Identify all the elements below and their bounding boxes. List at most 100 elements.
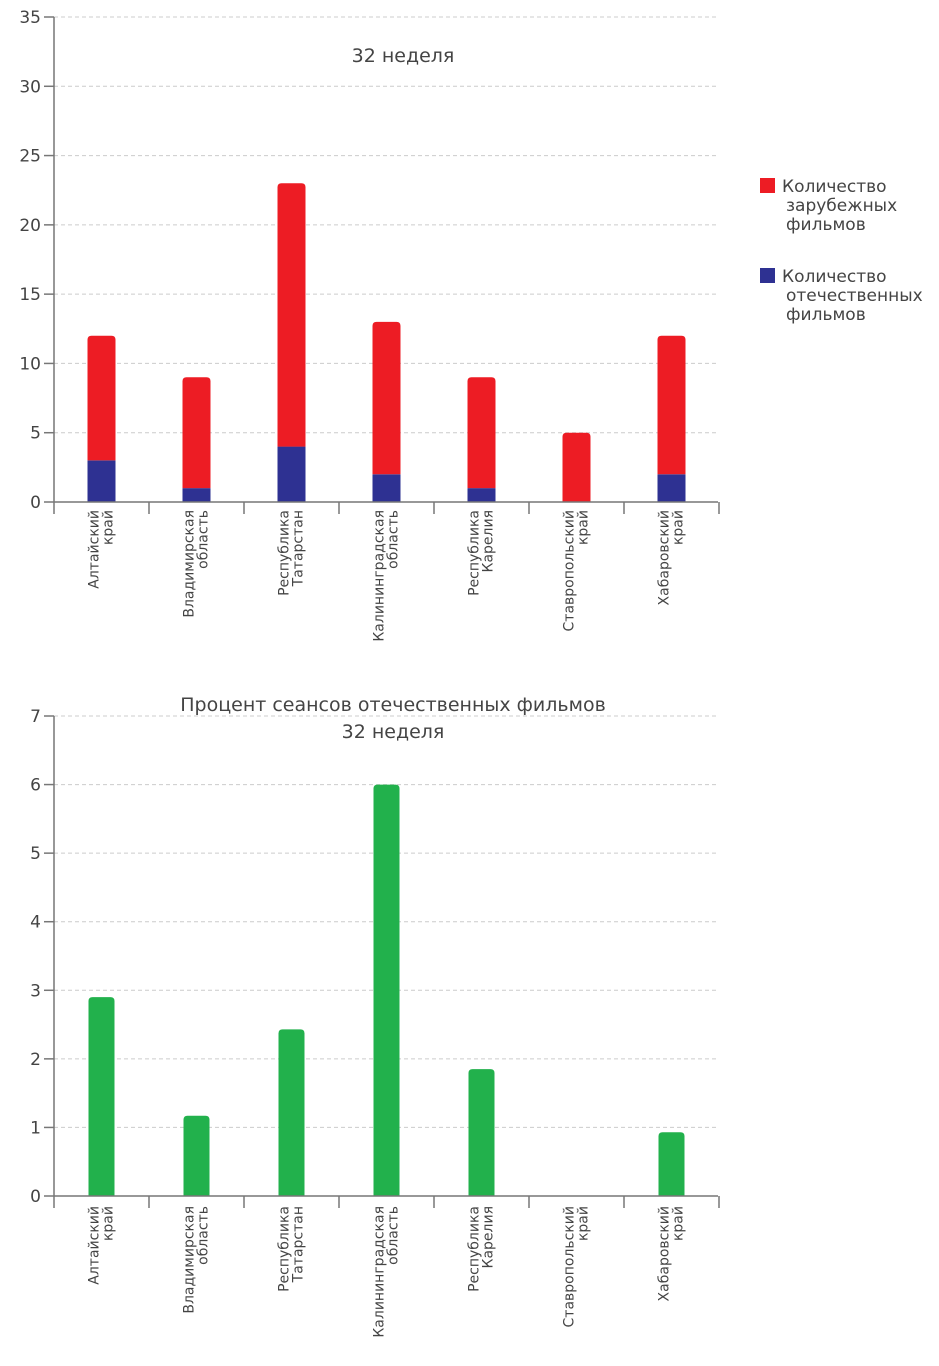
y-tick-label: 15 xyxy=(19,285,41,305)
x-category-label: РеспубликаТатарстан xyxy=(277,1206,307,1292)
x-category-label-line: Алтайский xyxy=(87,510,103,589)
bar-segment xyxy=(562,432,591,502)
x-category-label-line: Республика xyxy=(277,510,293,596)
x-category-label-line: область xyxy=(196,1206,212,1265)
bar xyxy=(658,1132,685,1196)
x-category-label-line: Хабаровский xyxy=(657,1206,673,1301)
x-category-label: РеспубликаКарелия xyxy=(467,510,497,596)
y-tick-label: 10 xyxy=(19,354,41,374)
legend-label-line: зарубежных xyxy=(786,196,897,216)
x-category-label: Ставропольскийкрай xyxy=(562,1206,592,1327)
bar xyxy=(373,784,400,1196)
y-tick-label: 2 xyxy=(30,1050,41,1070)
y-tick-label: 25 xyxy=(19,147,41,167)
x-category-label-line: область xyxy=(386,1206,402,1265)
x-category-label-line: Калининградская xyxy=(372,1206,388,1338)
x-category-label-line: Татарстан xyxy=(291,1206,307,1283)
x-category-label: РеспубликаКарелия xyxy=(467,1206,497,1292)
y-tick-label: 5 xyxy=(30,844,41,864)
bar-segment xyxy=(657,335,686,475)
axes xyxy=(44,715,720,1208)
y-tick-label: 3 xyxy=(30,981,41,1001)
x-category-label-line: Владимирская xyxy=(182,1206,198,1314)
legend-label-line: Количество xyxy=(782,267,887,287)
x-category-label-line: край xyxy=(671,1206,687,1241)
bar-segment xyxy=(277,446,306,502)
x-category-label: РеспубликаТатарстан xyxy=(277,510,307,596)
x-category-label-line: Владимирская xyxy=(182,510,198,618)
x-category-label-line: край xyxy=(576,1206,592,1241)
x-category-label-line: край xyxy=(101,1206,117,1241)
x-category-label-line: край xyxy=(101,510,117,545)
x-category-label: Калининградскаяобласть xyxy=(372,510,402,642)
x-category-label-line: Ставропольский xyxy=(562,1206,578,1327)
x-category-label: Алтайскийкрай xyxy=(87,510,117,589)
x-category-label-line: Карелия xyxy=(481,1206,497,1269)
y-tick-label: 6 xyxy=(30,776,41,796)
x-category-label-line: Хабаровский xyxy=(657,510,673,605)
bars xyxy=(87,183,686,502)
x-category-label-line: Алтайский xyxy=(87,1206,103,1285)
legend-swatch xyxy=(760,178,775,193)
x-category-label-line: Ставропольский xyxy=(562,510,578,631)
x-category-label: Калининградскаяобласть xyxy=(372,1206,402,1338)
x-category-label-line: Карелия xyxy=(481,510,497,573)
bar-segment xyxy=(277,183,306,447)
bar-segment xyxy=(467,377,496,489)
bar-segment xyxy=(372,321,401,475)
legend-label-line: фильмов xyxy=(786,215,866,235)
bar-segment xyxy=(182,488,211,502)
bar-segment xyxy=(467,488,496,502)
x-category-label-line: область xyxy=(386,510,402,569)
y-tick-label: 1 xyxy=(30,1118,41,1138)
x-category-label-line: Республика xyxy=(467,1206,483,1292)
axes xyxy=(44,16,720,514)
legend-swatch xyxy=(760,268,775,283)
x-category-label: Хабаровскийкрай xyxy=(657,510,687,605)
legend-label: Количество зарубежных фильмов xyxy=(782,177,897,235)
y-tick-label: 20 xyxy=(19,216,41,236)
x-category-label-line: Республика xyxy=(467,510,483,596)
legend-label-line: фильмов xyxy=(786,305,866,325)
x-category-label-line: Республика xyxy=(277,1206,293,1292)
legend-label: Количество отечественных фильмов xyxy=(782,267,923,325)
y-tick-label: 30 xyxy=(19,77,41,97)
bar xyxy=(88,997,115,1196)
bar xyxy=(278,1029,305,1196)
chart-title-line1: Процент сеансов отечественных фильмов xyxy=(180,694,606,716)
bar xyxy=(183,1115,210,1196)
bar xyxy=(468,1069,495,1196)
bar-segment xyxy=(657,474,686,502)
bars xyxy=(88,784,685,1196)
legend-label-line: Количество xyxy=(782,177,887,197)
y-tick-label: 4 xyxy=(30,913,41,933)
y-tick-label: 0 xyxy=(30,493,41,513)
y-tick-label: 5 xyxy=(30,424,41,444)
chart-title-line2: 32 неделя xyxy=(342,721,445,743)
x-category-label: Алтайскийкрай xyxy=(87,1206,117,1285)
x-category-label: Владимирскаяобласть xyxy=(182,510,212,618)
bar-segment xyxy=(87,335,116,461)
legend-label-line: отечественных xyxy=(786,286,923,306)
bar-segment xyxy=(87,460,116,502)
x-category-label-line: край xyxy=(576,510,592,545)
x-category-label-line: Татарстан xyxy=(291,510,307,587)
y-tick-label: 35 xyxy=(19,8,41,28)
x-category-label: Хабаровскийкрай xyxy=(657,1206,687,1301)
x-category-label: Ставропольскийкрай xyxy=(562,510,592,631)
chart-title: 32 неделя xyxy=(352,45,455,67)
bar-segment xyxy=(372,474,401,502)
x-category-label-line: область xyxy=(196,510,212,569)
x-category-label: Владимирскаяобласть xyxy=(182,1206,212,1314)
y-tick-label: 0 xyxy=(30,1187,41,1207)
x-category-label-line: Калининградская xyxy=(372,510,388,642)
y-tick-label: 7 xyxy=(30,707,41,727)
bar-segment xyxy=(182,377,211,489)
x-category-label-line: край xyxy=(671,510,687,545)
